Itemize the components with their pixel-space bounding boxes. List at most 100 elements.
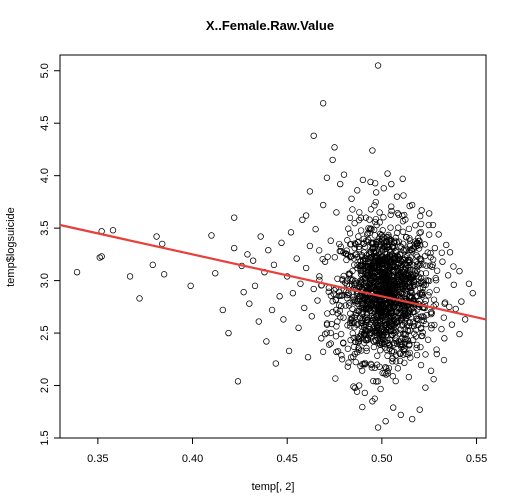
- data-point: [321, 330, 329, 338]
- cluster-point: [404, 336, 411, 343]
- data-point: [439, 258, 446, 265]
- cluster-point: [353, 388, 361, 395]
- cluster-point: [333, 306, 340, 314]
- cluster-point: [371, 202, 378, 209]
- cluster-point: [377, 338, 384, 346]
- cluster-point: [381, 317, 389, 324]
- cluster-point: [389, 373, 396, 380]
- cluster-point: [428, 321, 435, 329]
- y-tick-label: 4.5: [39, 116, 51, 131]
- data-point: [149, 261, 156, 269]
- cluster-point: [419, 329, 426, 336]
- cluster-point: [332, 375, 339, 382]
- cluster-point: [395, 261, 402, 268]
- y-tick-label: 1.5: [39, 430, 51, 445]
- cluster-point: [393, 238, 400, 246]
- cluster-point: [367, 331, 374, 338]
- data-point: [461, 316, 469, 323]
- cluster-point: [406, 235, 413, 242]
- cluster-point: [385, 321, 392, 328]
- data-point: [136, 295, 143, 302]
- cluster-point: [330, 290, 337, 297]
- cluster-point: [332, 333, 340, 340]
- cluster-point: [373, 323, 380, 330]
- y-tick-label: 2.0: [39, 378, 51, 393]
- data-point: [304, 354, 312, 361]
- cluster-point: [408, 293, 416, 301]
- cluster-point: [406, 202, 413, 210]
- cluster-point: [334, 275, 341, 282]
- cluster-point: [326, 341, 333, 348]
- cluster-point: [334, 310, 341, 317]
- cluster-point: [372, 198, 379, 206]
- cluster-point: [359, 320, 366, 327]
- cluster-point: [374, 271, 381, 279]
- data-point: [350, 383, 357, 390]
- cluster-point: [389, 243, 397, 251]
- cluster-point: [359, 315, 366, 322]
- cluster-point: [373, 378, 380, 385]
- data-point: [327, 237, 334, 244]
- cluster-point: [364, 319, 371, 326]
- cluster-point: [389, 263, 396, 270]
- data-point: [240, 288, 247, 296]
- cluster-point: [368, 272, 375, 280]
- data-point: [373, 189, 380, 196]
- cluster-point: [357, 257, 364, 265]
- cluster-point: [385, 364, 393, 372]
- data-point: [441, 335, 448, 342]
- cluster-point: [356, 246, 363, 253]
- cluster-point: [417, 270, 425, 277]
- cluster-point: [423, 262, 430, 269]
- cluster-point: [430, 376, 437, 383]
- cluster-point: [388, 314, 395, 321]
- cluster-point: [328, 320, 335, 328]
- cluster-point: [362, 337, 369, 344]
- cluster-point: [361, 359, 369, 367]
- data-point: [299, 216, 306, 223]
- cluster-point: [392, 358, 400, 365]
- cluster-point: [419, 289, 426, 296]
- cluster-point: [425, 292, 432, 299]
- cluster-point: [336, 301, 343, 309]
- cluster-point: [387, 224, 394, 231]
- cluster-point: [357, 362, 364, 370]
- cluster-point: [316, 247, 323, 254]
- cluster-point: [387, 332, 395, 339]
- cluster-point: [351, 261, 358, 269]
- data-point: [374, 424, 382, 431]
- cluster-point: [412, 222, 419, 229]
- cluster-point: [389, 355, 396, 362]
- cluster-point: [409, 283, 417, 290]
- cluster-point: [372, 180, 379, 187]
- cluster-point: [358, 252, 366, 259]
- cluster-point: [400, 347, 407, 354]
- data-point: [268, 306, 276, 314]
- data-point: [285, 347, 293, 355]
- cluster-point: [374, 352, 381, 359]
- data-point: [308, 313, 315, 320]
- cluster-point: [407, 354, 414, 361]
- cluster-point: [429, 261, 436, 269]
- cluster-point: [365, 225, 372, 232]
- cluster-point: [413, 273, 420, 280]
- cluster-point: [352, 338, 359, 346]
- cluster-point: [401, 266, 408, 273]
- cluster-point: [406, 241, 413, 248]
- cluster-point: [339, 292, 346, 299]
- cluster-point: [335, 292, 343, 300]
- cluster-point: [323, 320, 331, 327]
- cluster-point: [398, 322, 406, 329]
- data-point: [255, 318, 262, 325]
- data-point: [160, 271, 168, 278]
- cluster-point: [363, 252, 370, 259]
- data-point: [458, 298, 465, 305]
- data-point: [456, 267, 463, 275]
- cluster-point: [392, 237, 399, 244]
- data-point: [338, 356, 346, 363]
- cluster-point: [360, 235, 367, 243]
- cluster-point: [373, 361, 381, 368]
- cluster-point: [381, 265, 388, 273]
- cluster-point: [340, 339, 347, 346]
- cluster-point: [440, 314, 447, 321]
